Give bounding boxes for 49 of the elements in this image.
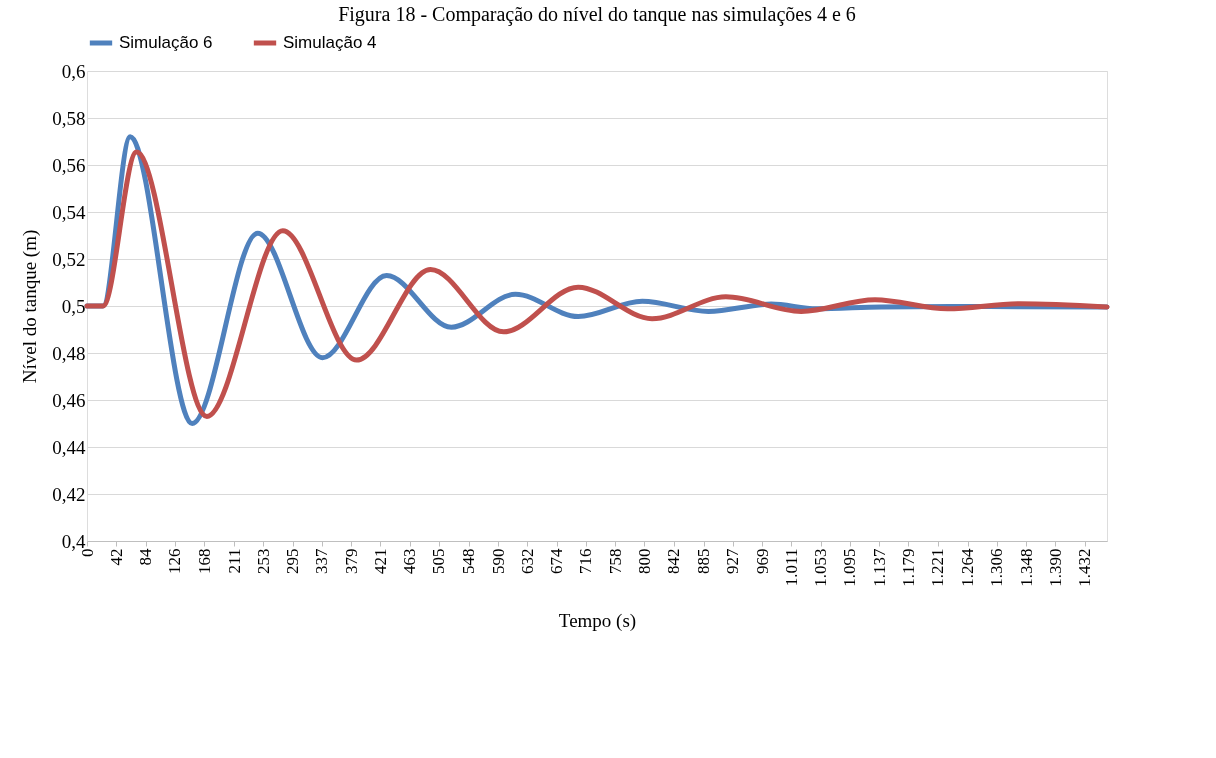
x-tick-label: 253 (253, 548, 273, 574)
y-tick-label: 0,6 (61, 60, 86, 82)
y-tick-label: 0,5 (61, 295, 86, 317)
x-tick-label: 1.095 (840, 548, 860, 587)
x-tick-label: 1.221 (928, 548, 948, 587)
x-tick-label: 548 (459, 548, 479, 574)
x-tick-label: 1.306 (987, 548, 1007, 587)
x-tick-label: 842 (664, 548, 684, 574)
x-tick-label: 969 (752, 548, 772, 574)
chart-title: Figura 18 - Comparação do nível do tanque nas simulações 4 e 6 (338, 3, 856, 26)
x-tick-label: 1.179 (898, 548, 918, 587)
x-tick-label: 1.264 (958, 548, 978, 587)
x-axis-title: Tempo (s) (558, 609, 637, 632)
x-tick-label: 42 (106, 548, 126, 566)
x-tick-label: 1.137 (869, 548, 889, 587)
x-tick-label: 295 (283, 548, 303, 574)
x-tick-label: 1.011 (781, 548, 801, 587)
x-tick-label: 463 (400, 548, 420, 574)
y-tick-label: 0,56 (52, 154, 86, 176)
y-axis-title: Nível do tanque (m) (19, 229, 42, 384)
legend-label: Simulação 6 (119, 33, 213, 52)
x-tick-label: 1.348 (1016, 548, 1036, 587)
x-tick-label: 84 (136, 548, 156, 566)
x-tick-label: 337 (312, 548, 332, 574)
legend-label: Simulação 4 (283, 33, 377, 52)
x-tick-label: 379 (341, 548, 361, 574)
x-tick-label: 1.390 (1045, 548, 1065, 587)
x-tick-label: 674 (547, 548, 567, 574)
x-tick-label: 927 (723, 548, 743, 574)
x-tick-label: 126 (165, 548, 185, 574)
y-tick-label: 0,48 (52, 342, 86, 364)
x-tick-label: 421 (370, 548, 390, 574)
x-tick-label: 168 (194, 548, 214, 574)
x-tick-label: 1.432 (1075, 548, 1095, 587)
x-tick-label: 800 (634, 548, 654, 574)
y-tick-label: 0,58 (52, 107, 86, 129)
x-tick-label: 590 (488, 548, 508, 574)
x-tick-label: 885 (694, 548, 714, 574)
x-tick-label: 758 (605, 548, 625, 574)
x-tick-label: 716 (576, 548, 596, 574)
x-tick-label: 1.053 (811, 548, 831, 587)
x-tick-label: 632 (517, 548, 537, 574)
y-tick-label: 0,52 (52, 248, 86, 270)
x-tick-label: 211 (224, 548, 244, 574)
y-tick-label: 0,44 (52, 436, 86, 458)
y-tick-label: 0,42 (52, 483, 86, 505)
x-tick-label: 505 (429, 548, 449, 574)
y-tick-label: 0,54 (52, 201, 86, 223)
y-tick-label: 0,46 (52, 389, 86, 411)
